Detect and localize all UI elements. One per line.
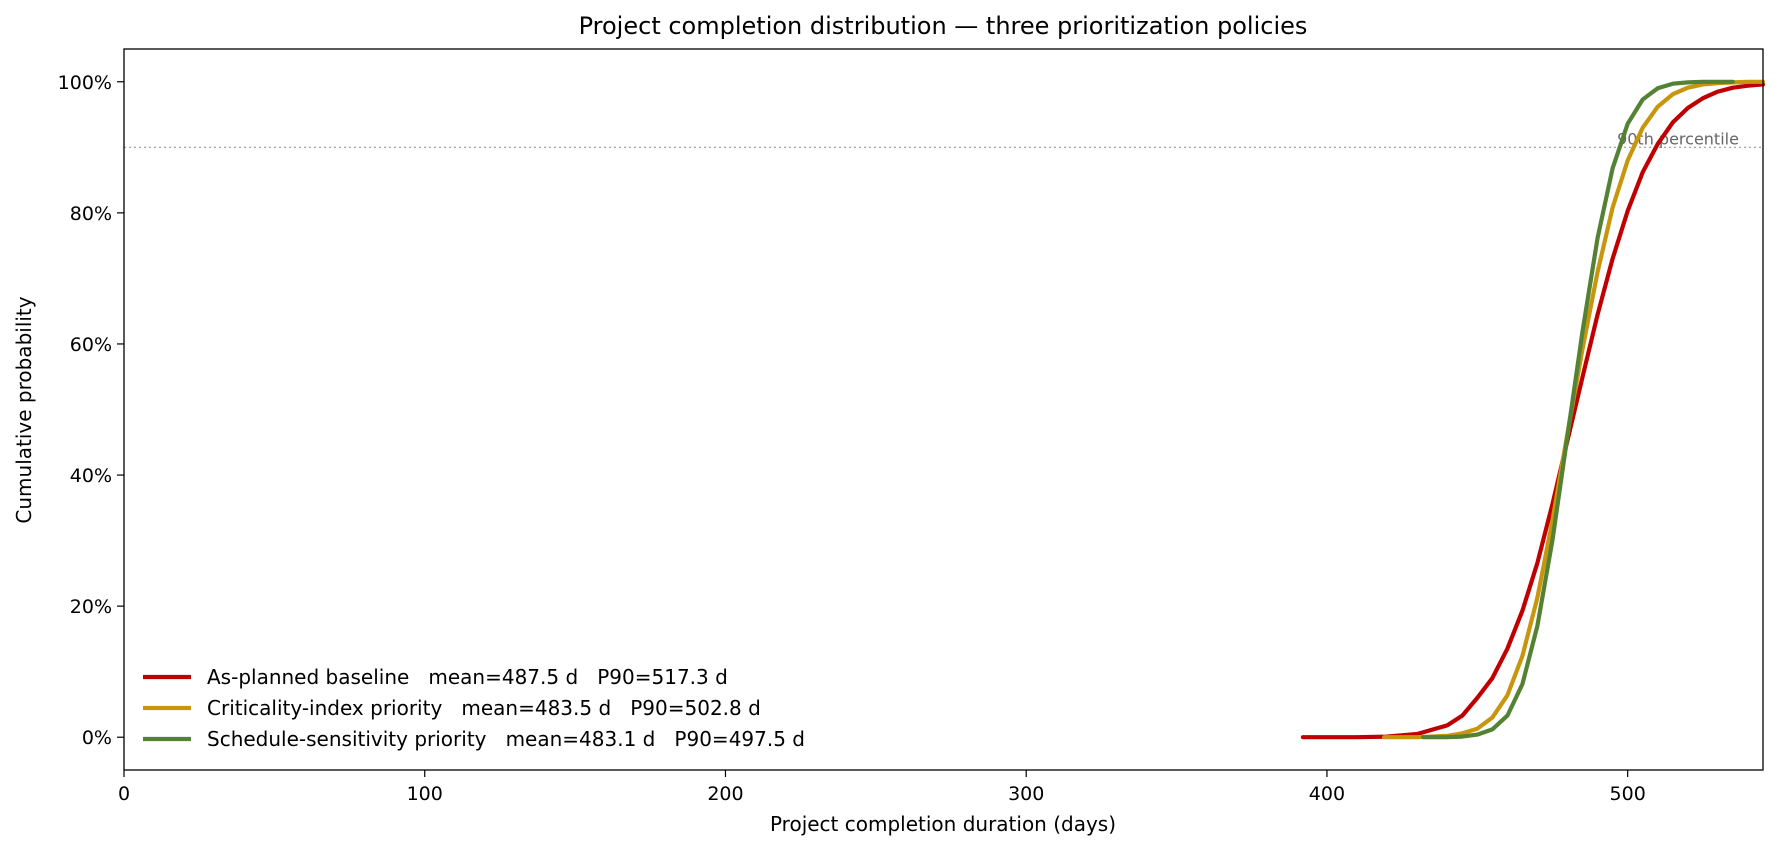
- reference-layer: 90th percentile: [124, 129, 1763, 148]
- x-axis-label: Project completion duration (days): [770, 812, 1116, 836]
- p90-reference-label: 90th percentile: [1617, 129, 1739, 148]
- x-tick-label: 200: [707, 783, 743, 805]
- y-tick-label: 60%: [70, 334, 112, 356]
- x-tick-label: 0: [118, 783, 130, 805]
- series-layer: [1300, 79, 1766, 740]
- plot-frame: [123, 48, 1764, 771]
- chart-title: Project completion distribution — three …: [579, 12, 1308, 40]
- y-axis: 0% 20% 40% 60% 80% 100%: [58, 72, 124, 749]
- series-line-2: [1381, 79, 1766, 740]
- y-tick-label: 0%: [82, 727, 112, 749]
- legend-label-3: Schedule-sensitivity priority mean=483.1…: [207, 727, 805, 751]
- y-tick-label: 100%: [58, 72, 112, 94]
- y-tick-label: 40%: [70, 465, 112, 487]
- x-tick-label: 300: [1008, 783, 1044, 805]
- series-line-1: [1300, 82, 1766, 740]
- legend: As-planned baseline mean=487.5 d P90=517…: [143, 665, 805, 751]
- y-axis-label: Cumulative probability: [12, 296, 36, 523]
- legend-label-1: As-planned baseline mean=487.5 d P90=517…: [207, 665, 728, 689]
- y-tick-label: 80%: [70, 203, 112, 225]
- x-axis: 0 100 200 300 400 500: [118, 770, 1646, 805]
- legend-label-2: Criticality-index priority mean=483.5 d …: [207, 696, 761, 720]
- series-line-3: [1421, 79, 1736, 740]
- x-tick-label: 500: [1610, 783, 1646, 805]
- x-tick-label: 400: [1309, 783, 1345, 805]
- x-tick-label: 100: [407, 783, 443, 805]
- y-tick-label: 20%: [70, 596, 112, 618]
